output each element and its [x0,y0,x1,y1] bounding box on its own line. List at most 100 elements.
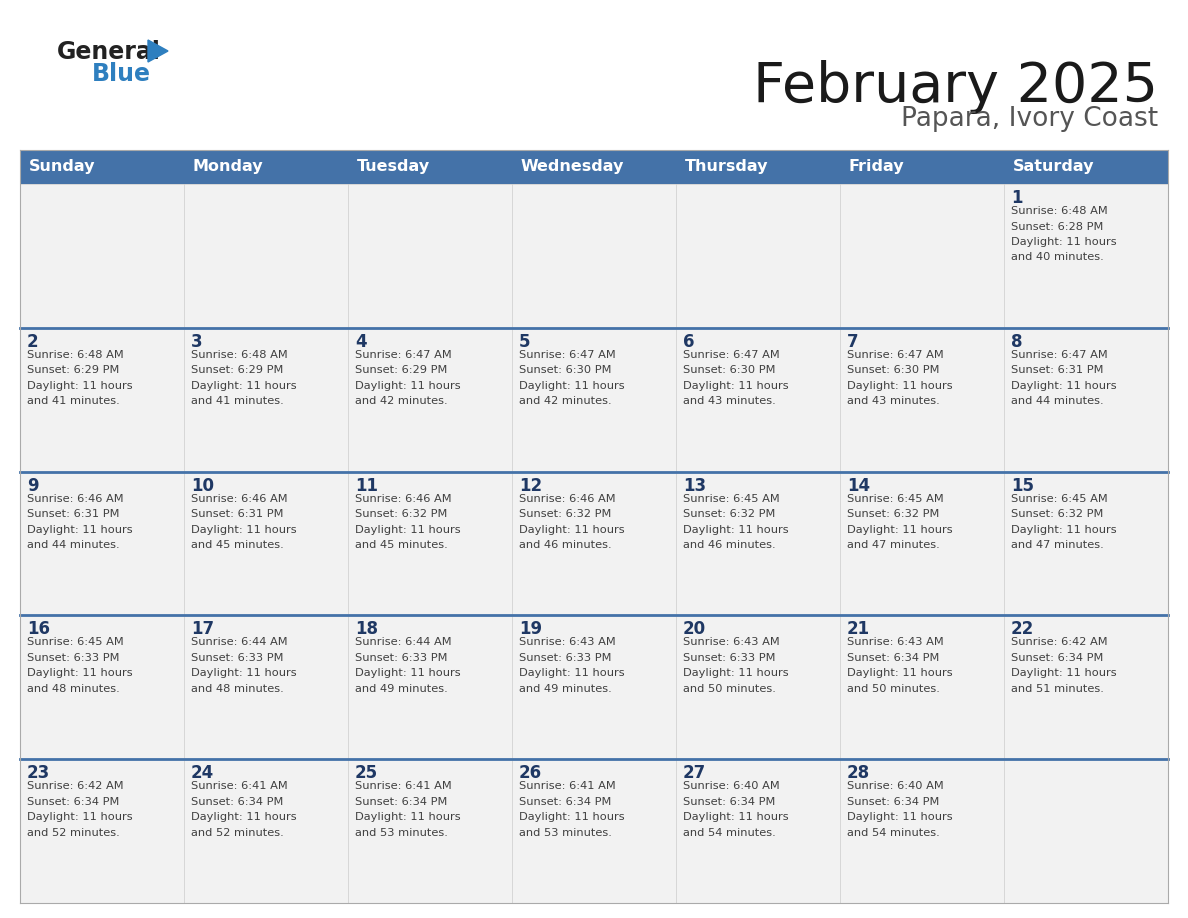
Text: and 44 minutes.: and 44 minutes. [1011,397,1104,407]
Text: Daylight: 11 hours: Daylight: 11 hours [27,381,133,391]
Text: Daylight: 11 hours: Daylight: 11 hours [191,524,297,534]
Text: Monday: Monday [192,160,264,174]
Text: 13: 13 [683,476,706,495]
Text: and 53 minutes.: and 53 minutes. [355,828,448,838]
Bar [512,615,676,759]
Bar [1004,759,1168,903]
Text: Sunset: 6:34 PM: Sunset: 6:34 PM [847,797,940,807]
Text: 20: 20 [683,621,706,638]
Text: Wednesday: Wednesday [522,160,625,174]
Bar [348,184,512,328]
Text: Daylight: 11 hours: Daylight: 11 hours [27,524,133,534]
Text: and 49 minutes.: and 49 minutes. [519,684,612,694]
Bar [840,328,1004,472]
Text: and 43 minutes.: and 43 minutes. [847,397,940,407]
Text: Daylight: 11 hours: Daylight: 11 hours [27,668,133,678]
Text: Sunrise: 6:43 AM: Sunrise: 6:43 AM [519,637,615,647]
Text: Sunset: 6:31 PM: Sunset: 6:31 PM [27,509,120,519]
Text: and 50 minutes.: and 50 minutes. [683,684,776,694]
Bar [1004,184,1168,328]
Text: and 47 minutes.: and 47 minutes. [847,540,940,550]
Bar [20,150,184,184]
Text: Sunset: 6:34 PM: Sunset: 6:34 PM [683,797,776,807]
Text: Sunset: 6:31 PM: Sunset: 6:31 PM [191,509,284,519]
Text: Sunset: 6:34 PM: Sunset: 6:34 PM [1011,653,1104,663]
Text: 8: 8 [1011,333,1023,351]
Bar [676,759,840,903]
Text: Sunrise: 6:46 AM: Sunrise: 6:46 AM [519,494,615,504]
Text: Sunrise: 6:47 AM: Sunrise: 6:47 AM [683,350,779,360]
Text: 6: 6 [683,333,695,351]
Bar [20,184,184,328]
Text: Daylight: 11 hours: Daylight: 11 hours [683,524,789,534]
Text: 24: 24 [191,764,214,782]
Text: and 49 minutes.: and 49 minutes. [355,684,448,694]
Text: Daylight: 11 hours: Daylight: 11 hours [519,668,625,678]
Bar [348,328,512,472]
Text: Sunset: 6:33 PM: Sunset: 6:33 PM [683,653,776,663]
Text: Sunrise: 6:45 AM: Sunrise: 6:45 AM [847,494,943,504]
Text: Friday: Friday [849,160,904,174]
Text: Sunset: 6:34 PM: Sunset: 6:34 PM [355,797,448,807]
Text: 14: 14 [847,476,870,495]
Text: Sunday: Sunday [29,160,95,174]
Text: Sunrise: 6:40 AM: Sunrise: 6:40 AM [683,781,779,791]
Bar [184,472,348,615]
Bar [512,150,676,184]
Text: and 44 minutes.: and 44 minutes. [27,540,120,550]
Text: Sunset: 6:30 PM: Sunset: 6:30 PM [683,365,776,375]
Text: 19: 19 [519,621,542,638]
Bar [676,328,840,472]
Text: Sunrise: 6:47 AM: Sunrise: 6:47 AM [355,350,451,360]
Text: and 51 minutes.: and 51 minutes. [1011,684,1104,694]
Text: Daylight: 11 hours: Daylight: 11 hours [27,812,133,823]
Bar [20,472,184,615]
Text: Daylight: 11 hours: Daylight: 11 hours [1011,668,1117,678]
Bar [676,184,840,328]
Text: Daylight: 11 hours: Daylight: 11 hours [683,381,789,391]
Bar [676,150,840,184]
Text: and 41 minutes.: and 41 minutes. [27,397,120,407]
Text: Sunset: 6:29 PM: Sunset: 6:29 PM [27,365,119,375]
Text: and 48 minutes.: and 48 minutes. [27,684,120,694]
Text: Sunset: 6:29 PM: Sunset: 6:29 PM [191,365,284,375]
Bar [512,472,676,615]
Text: Sunset: 6:32 PM: Sunset: 6:32 PM [1011,509,1104,519]
Text: 18: 18 [355,621,378,638]
Text: Daylight: 11 hours: Daylight: 11 hours [847,668,953,678]
Text: Sunrise: 6:44 AM: Sunrise: 6:44 AM [191,637,287,647]
Text: Sunset: 6:33 PM: Sunset: 6:33 PM [191,653,284,663]
Text: Sunset: 6:32 PM: Sunset: 6:32 PM [355,509,448,519]
Text: and 53 minutes.: and 53 minutes. [519,828,612,838]
Text: 11: 11 [355,476,378,495]
Text: Papara, Ivory Coast: Papara, Ivory Coast [901,106,1158,132]
Text: Sunset: 6:34 PM: Sunset: 6:34 PM [519,797,612,807]
Text: Sunrise: 6:46 AM: Sunrise: 6:46 AM [27,494,124,504]
Text: Sunrise: 6:44 AM: Sunrise: 6:44 AM [355,637,451,647]
Text: 3: 3 [191,333,203,351]
Text: 10: 10 [191,476,214,495]
Text: and 54 minutes.: and 54 minutes. [683,828,776,838]
Text: 16: 16 [27,621,50,638]
Text: Sunrise: 6:45 AM: Sunrise: 6:45 AM [1011,494,1107,504]
Text: 4: 4 [355,333,367,351]
Bar [184,615,348,759]
Text: Daylight: 11 hours: Daylight: 11 hours [191,668,297,678]
Text: Sunset: 6:34 PM: Sunset: 6:34 PM [847,653,940,663]
Bar [840,184,1004,328]
Text: Sunrise: 6:48 AM: Sunrise: 6:48 AM [27,350,124,360]
Text: Daylight: 11 hours: Daylight: 11 hours [519,524,625,534]
Text: Sunset: 6:33 PM: Sunset: 6:33 PM [519,653,612,663]
Text: and 42 minutes.: and 42 minutes. [519,397,612,407]
Bar [1004,150,1168,184]
Text: and 52 minutes.: and 52 minutes. [191,828,284,838]
Text: Sunrise: 6:47 AM: Sunrise: 6:47 AM [519,350,615,360]
Text: Sunrise: 6:41 AM: Sunrise: 6:41 AM [355,781,451,791]
Text: 26: 26 [519,764,542,782]
Text: and 42 minutes.: and 42 minutes. [355,397,448,407]
Text: 27: 27 [683,764,706,782]
Text: 1: 1 [1011,189,1023,207]
Text: General: General [57,40,160,64]
Text: Sunset: 6:32 PM: Sunset: 6:32 PM [519,509,612,519]
Text: Sunrise: 6:43 AM: Sunrise: 6:43 AM [847,637,943,647]
